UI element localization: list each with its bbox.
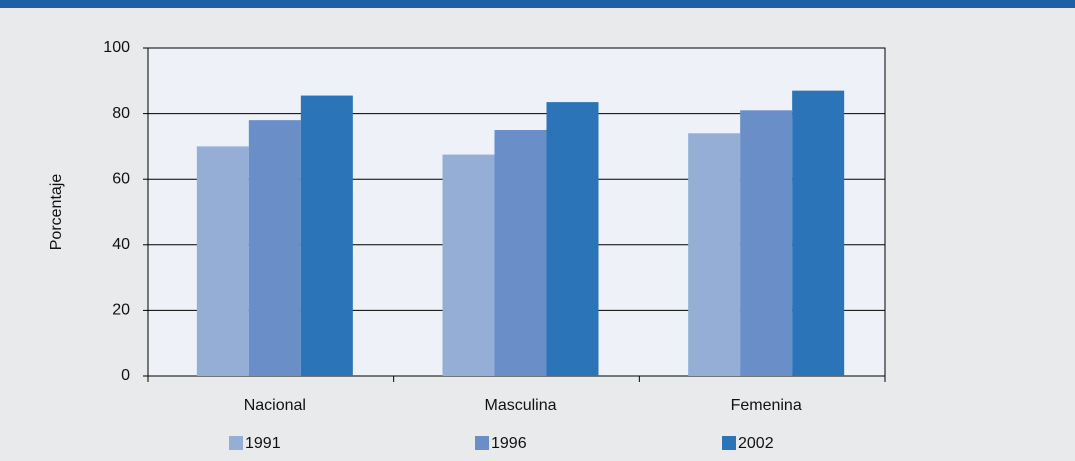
x-tick-label: Masculina <box>484 397 556 414</box>
legend-swatch <box>722 436 736 450</box>
bar <box>546 102 599 377</box>
legend-label: 2002 <box>738 435 774 452</box>
bar <box>792 90 845 376</box>
y-tick-label: 60 <box>112 170 130 187</box>
bar <box>248 120 301 376</box>
bar <box>494 130 547 376</box>
legend-swatch <box>475 436 489 450</box>
legend-label: 1996 <box>491 435 527 452</box>
x-tick-label: Nacional <box>244 397 306 414</box>
y-axis-label: Porcentaje <box>48 174 65 251</box>
y-tick-label: 100 <box>103 39 130 56</box>
bar <box>740 110 793 376</box>
bar <box>196 146 249 376</box>
top-band <box>0 0 1075 8</box>
x-tick-label: Femenina <box>731 397 802 414</box>
legend-swatch <box>229 436 243 450</box>
y-tick-label: 0 <box>121 367 130 384</box>
y-tick-label: 40 <box>112 236 130 253</box>
bar <box>442 154 495 376</box>
y-tick-label: 20 <box>112 302 130 319</box>
y-tick-label: 80 <box>112 105 130 122</box>
bar <box>688 133 741 376</box>
legend-label: 1991 <box>245 435 281 452</box>
bar <box>300 95 353 376</box>
